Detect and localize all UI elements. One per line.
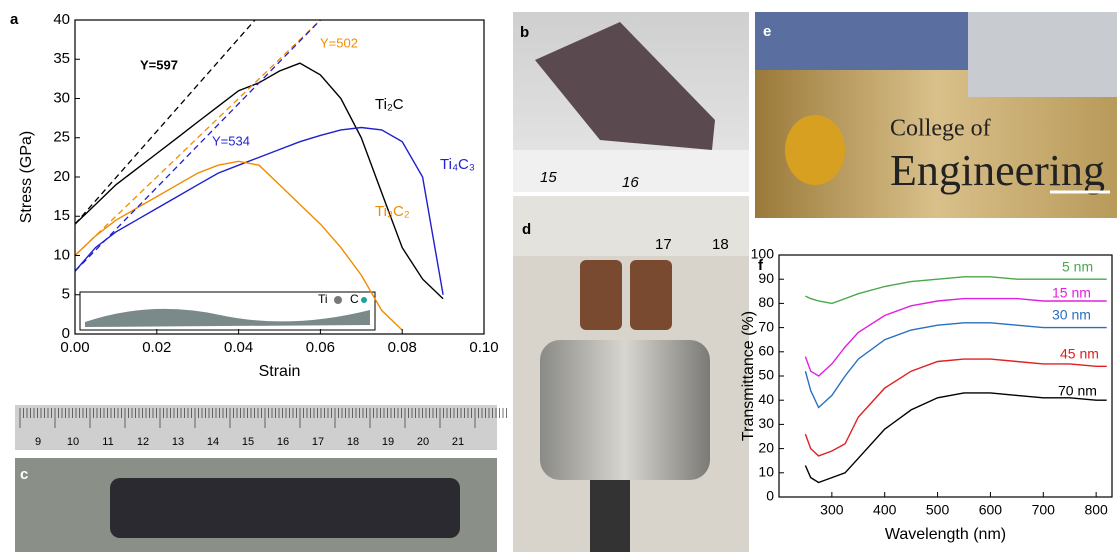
ruler-number: 17 bbox=[655, 236, 672, 253]
x-tick-label: 400 bbox=[873, 502, 897, 518]
y-tick-label: 30 bbox=[53, 89, 70, 106]
ruler-number: 9 bbox=[35, 436, 41, 448]
inset-label: C bbox=[350, 292, 359, 306]
x-tick-label: 0.02 bbox=[142, 339, 171, 356]
ruler-number: 21 bbox=[452, 436, 464, 448]
y-tick-label: 0 bbox=[766, 488, 774, 504]
photo-e: College of Engineering e bbox=[755, 12, 1117, 218]
series-label: 30 nm bbox=[1052, 307, 1091, 323]
x-tick-label: 0.06 bbox=[306, 339, 335, 356]
photo-d: 17 18 d bbox=[513, 196, 749, 552]
series-line bbox=[805, 393, 1106, 483]
x-tick-label: 600 bbox=[979, 502, 1003, 518]
x-tick-label: 0.08 bbox=[388, 339, 417, 356]
y-tick-label: 10 bbox=[53, 246, 70, 263]
ruler-number: 15 bbox=[540, 169, 557, 186]
ruler-number: 15 bbox=[242, 436, 254, 448]
panel-label: c bbox=[20, 466, 28, 483]
x-tick-label: 700 bbox=[1032, 502, 1056, 518]
y-tick-label: 90 bbox=[758, 270, 774, 286]
fit-label: Y=597 bbox=[140, 57, 178, 72]
panel-label: b bbox=[520, 24, 529, 41]
fit-line bbox=[75, 20, 320, 256]
y-tick-label: 50 bbox=[758, 367, 774, 383]
legend-dot bbox=[361, 297, 367, 303]
series-label: 5 nm bbox=[1062, 259, 1093, 275]
y-tick-label: 35 bbox=[53, 50, 70, 67]
series-label: Ti₂C bbox=[375, 96, 404, 113]
y-tick-label: 10 bbox=[758, 464, 774, 480]
panel-label: e bbox=[763, 23, 771, 40]
panel-label: d bbox=[522, 221, 531, 238]
fit-label: Y=534 bbox=[212, 133, 250, 148]
fit-label: Y=502 bbox=[320, 35, 358, 50]
y-tick-label: 70 bbox=[758, 318, 774, 334]
series-label: Ti₄C₃ bbox=[440, 156, 475, 173]
x-tick-label: 0.04 bbox=[224, 339, 253, 356]
y-tick-label: 20 bbox=[53, 168, 70, 185]
panel-label: a bbox=[10, 11, 19, 28]
y-tick-label: 15 bbox=[53, 207, 70, 224]
photo-text: College of bbox=[890, 116, 991, 142]
figure: 15 16 b 17 18 d College of Engineering e… bbox=[0, 0, 1117, 552]
y-tick-label: 80 bbox=[758, 294, 774, 310]
series-label: 15 nm bbox=[1052, 285, 1091, 301]
legend-dot bbox=[334, 296, 342, 304]
ruler-number: 11 bbox=[102, 436, 113, 448]
series-label: 70 nm bbox=[1058, 383, 1097, 399]
y-tick-label: 20 bbox=[758, 439, 774, 455]
ruler-number: 16 bbox=[277, 436, 289, 448]
y-axis-label: Transmittance (%) bbox=[740, 311, 757, 441]
ruler-number: 10 bbox=[67, 436, 79, 448]
series-label: Ti₃C₂ bbox=[375, 203, 410, 220]
x-axis-label: Wavelength (nm) bbox=[885, 526, 1006, 543]
photo-c: c bbox=[15, 405, 497, 552]
x-tick-label: 500 bbox=[926, 502, 950, 518]
ruler-number: 20 bbox=[417, 436, 429, 448]
x-tick-label: 800 bbox=[1084, 502, 1108, 518]
x-tick-label: 300 bbox=[820, 502, 844, 518]
y-tick-label: 25 bbox=[53, 129, 70, 146]
plot-area bbox=[75, 20, 443, 330]
ruler-number: 18 bbox=[712, 236, 729, 253]
photo-text: Engineering bbox=[890, 146, 1105, 195]
ruler-number: 17 bbox=[312, 436, 324, 448]
ruler-number: 12 bbox=[137, 436, 149, 448]
photo-b: 15 16 b bbox=[513, 12, 749, 192]
inset-label: Ti bbox=[318, 292, 328, 306]
ruler-number: 16 bbox=[622, 174, 639, 191]
ruler-number: 13 bbox=[172, 436, 184, 448]
x-tick-label: 0.10 bbox=[469, 339, 498, 356]
ruler-number: 19 bbox=[382, 436, 394, 448]
y-tick-label: 5 bbox=[62, 286, 70, 303]
fit-line bbox=[75, 20, 255, 224]
fit-line bbox=[75, 20, 320, 271]
series-label: 45 nm bbox=[1060, 346, 1099, 362]
y-tick-label: 60 bbox=[758, 343, 774, 359]
ruler-number: 14 bbox=[207, 436, 219, 448]
y-tick-label: 40 bbox=[758, 391, 774, 407]
y-tick-label: 100 bbox=[751, 246, 775, 262]
x-axis-label: Strain bbox=[259, 363, 301, 380]
y-tick-label: 30 bbox=[758, 415, 774, 431]
y-axis-label: Stress (GPa) bbox=[18, 131, 35, 223]
y-tick-label: 40 bbox=[53, 11, 70, 28]
y-tick-label: 0 bbox=[62, 325, 70, 342]
ruler-number: 18 bbox=[347, 436, 359, 448]
series-line bbox=[805, 359, 1106, 456]
